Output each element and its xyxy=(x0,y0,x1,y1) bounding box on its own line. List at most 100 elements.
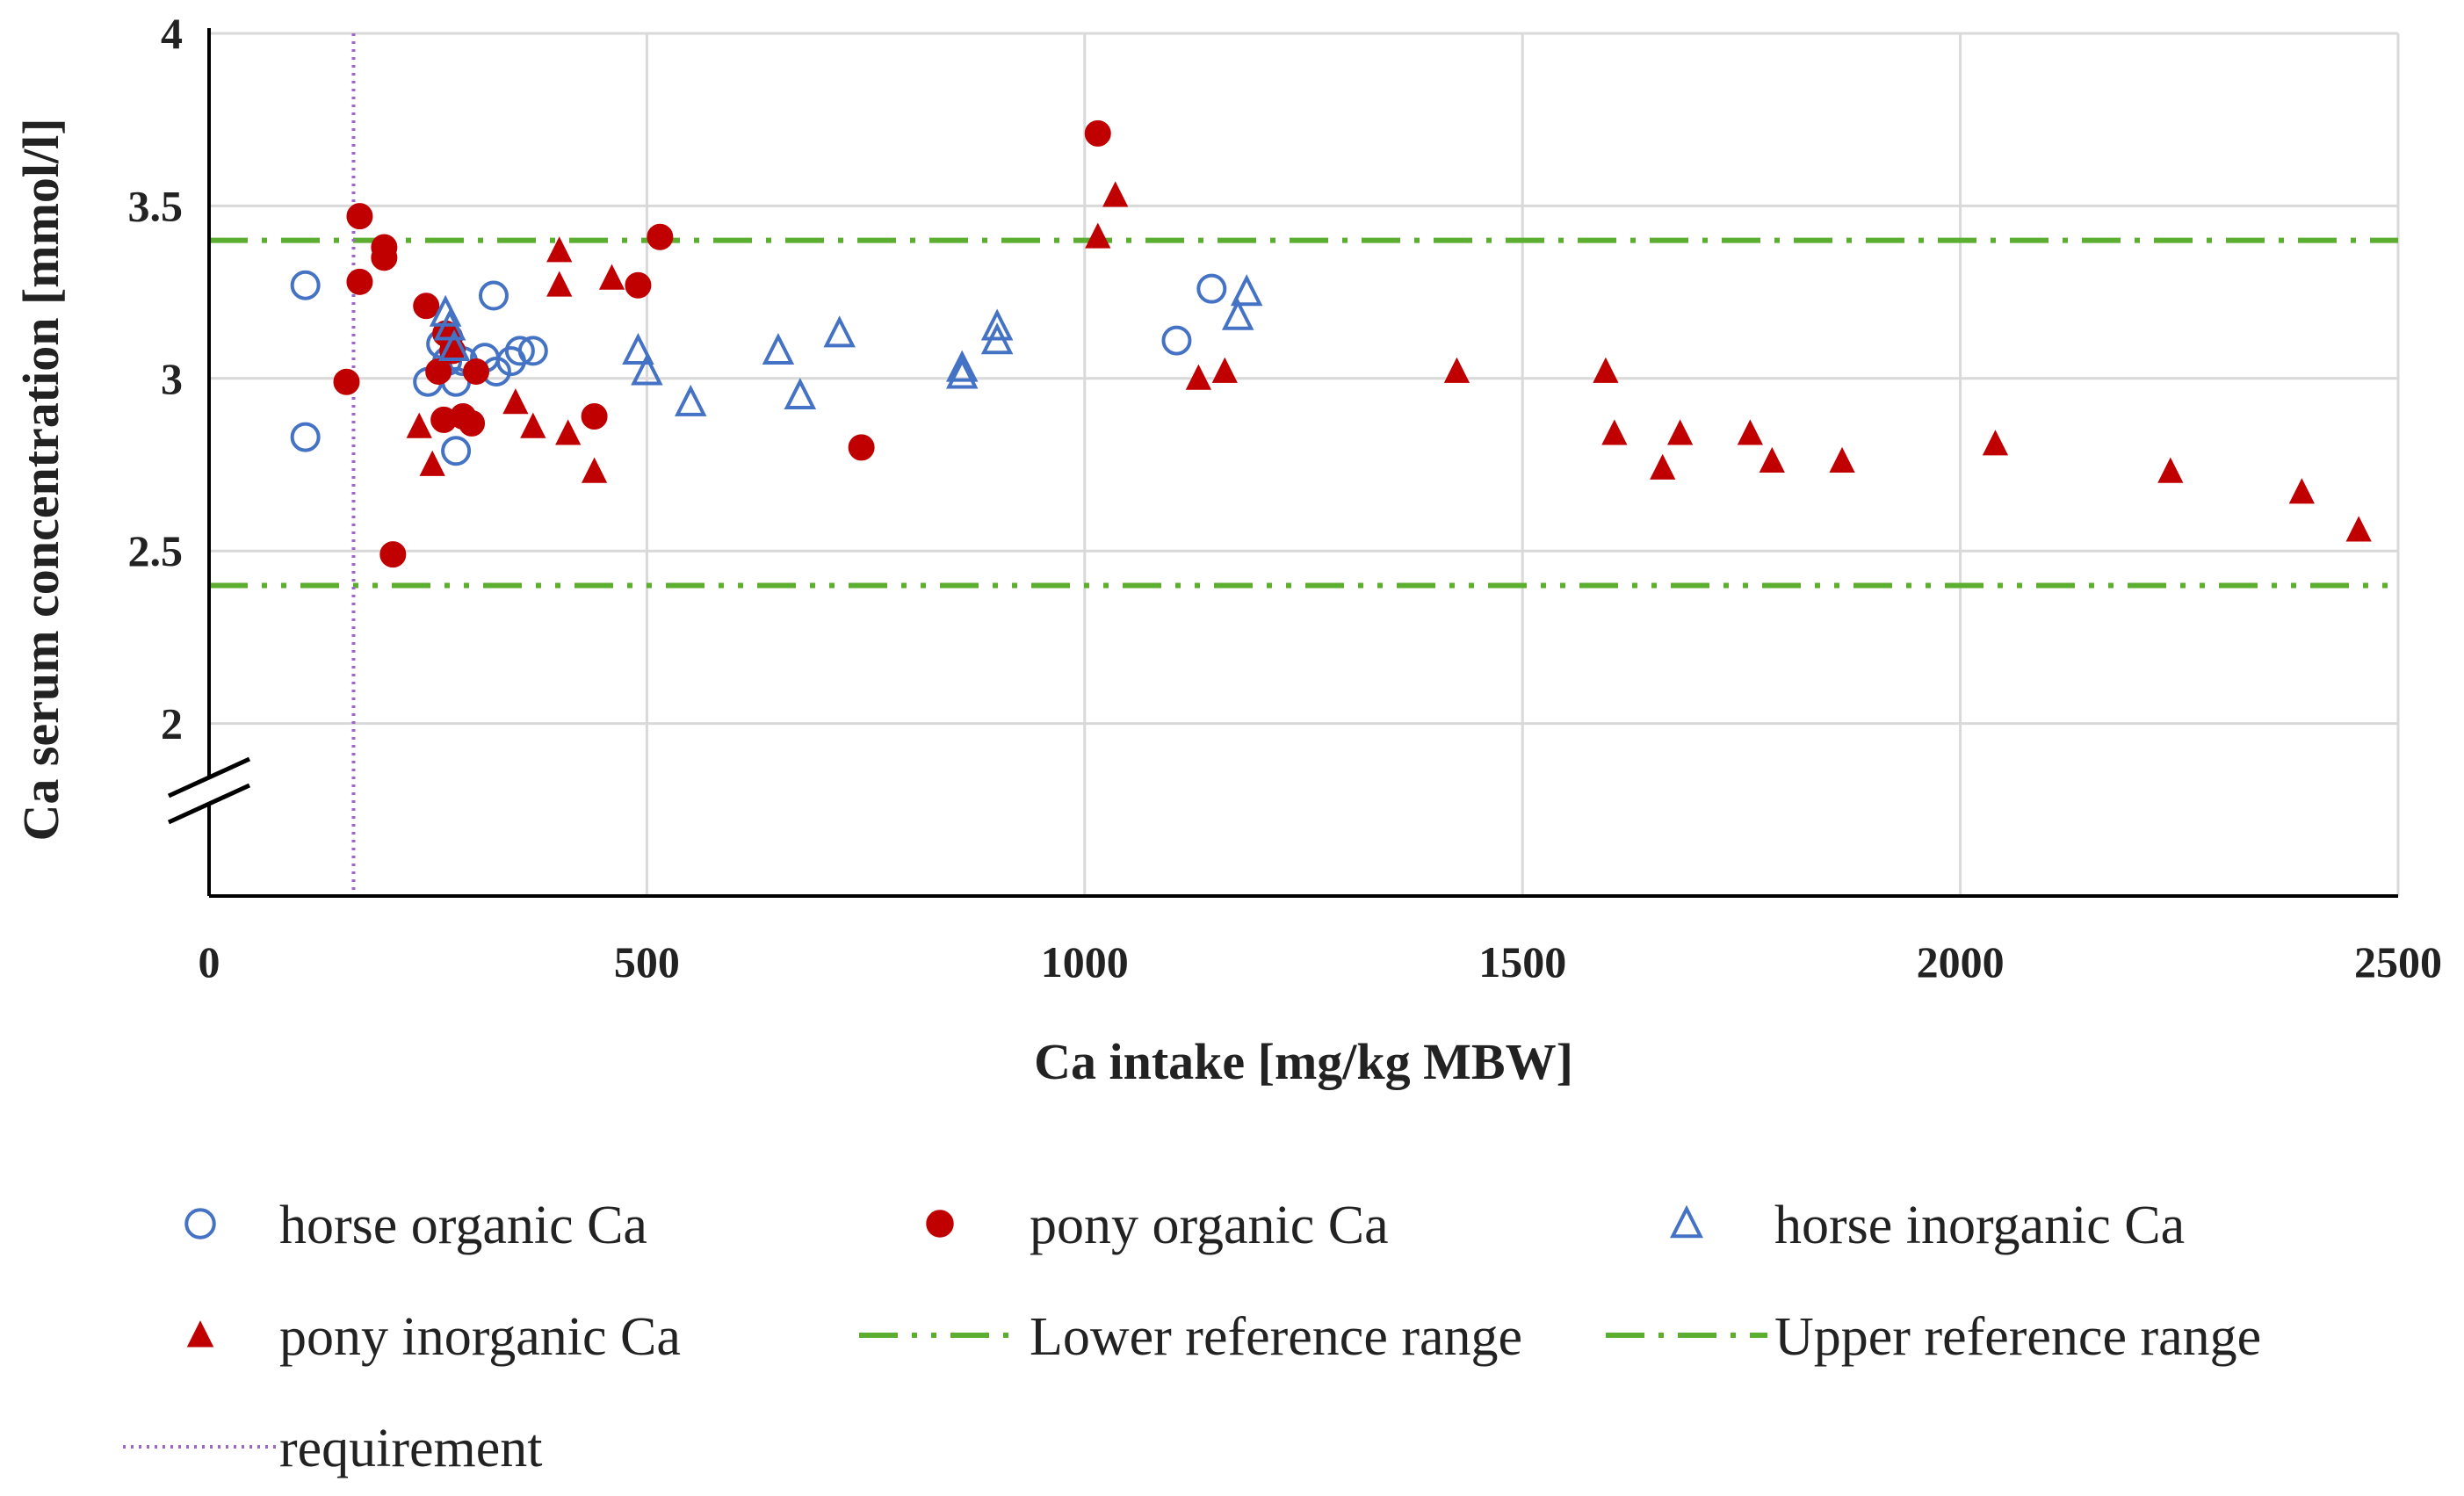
horse-inorganic-ca-point-11 xyxy=(980,308,1014,341)
pony-inorganic-ca-point-0 xyxy=(406,412,432,438)
horse-organic-ca-point-15 xyxy=(1196,273,1227,304)
pony-organic-ca-point-14 xyxy=(463,358,490,385)
horse-organic-ca-point-0 xyxy=(290,270,321,300)
pony-inorganic-ca-point-9 xyxy=(1085,222,1111,249)
legend-symbol-pony-inorganic-ca xyxy=(186,1320,214,1348)
pony-inorganic-ca-point-6 xyxy=(555,419,582,445)
pony-inorganic-ca-point-11 xyxy=(1185,364,1212,390)
horse-organic-ca-point-13 xyxy=(517,336,548,366)
pony-inorganic-ca-point-18 xyxy=(1737,419,1763,445)
horse-inorganic-ca-point-7 xyxy=(784,378,817,410)
pony-organic-ca-point-4 xyxy=(371,244,398,271)
pony-organic-ca-point-2 xyxy=(346,268,373,295)
horse-inorganic-ca-point-2 xyxy=(437,329,471,362)
pony-organic-ca-point-15 xyxy=(581,403,608,430)
horse-inorganic-ca-point-4 xyxy=(631,353,663,386)
pony-inorganic-ca-point-22 xyxy=(2157,457,2184,483)
legend-entry-upper-reference-range: Upper reference range xyxy=(1606,1307,2261,1367)
horse-inorganic-ca-point-13 xyxy=(1221,298,1254,330)
x-axis-title: Ca intake [mg/kg MBW] xyxy=(1034,1033,1573,1090)
pony-organic-ca-point-5 xyxy=(379,541,407,568)
x-tick-label-1500: 1500 xyxy=(1478,937,1566,986)
y-tick-label-3.5: 3.5 xyxy=(128,181,184,230)
pony-organic-ca-point-6 xyxy=(413,293,440,320)
horse-inorganic-ca-point-12 xyxy=(980,322,1014,355)
horse-organic-ca-point-14 xyxy=(1161,325,1192,356)
pony-inorganic-ca-point-1 xyxy=(419,450,445,476)
x-tick-label-2500: 2500 xyxy=(2354,937,2442,986)
legend-entry-requirement: requirement xyxy=(123,1419,543,1478)
pony-organic-ca-point-18 xyxy=(848,434,875,461)
pony-inorganic-ca-point-5 xyxy=(546,271,573,297)
horse-inorganic-ca-point-10 xyxy=(945,357,979,389)
pony-inorganic-ca-point-17 xyxy=(1667,419,1694,445)
horse-inorganic-ca-point-3 xyxy=(622,332,654,365)
pony-inorganic-ca-point-24 xyxy=(2345,516,2372,542)
pony-inorganic-ca-point-13 xyxy=(1443,357,1470,383)
pony-organic-ca-point-16 xyxy=(625,271,652,299)
legend-entry-horse-inorganic-ca: horse inorganic Ca xyxy=(1669,1196,2185,1255)
y-tick-label-2.5: 2.5 xyxy=(128,526,184,575)
horse-organic-ca-point-6 xyxy=(441,436,472,466)
tick-labels: 0 500 1000 1500 2000 2500 2 2.5 3 3.5 4 xyxy=(128,9,2443,986)
pony-organic-ca-point-7 xyxy=(425,358,452,385)
y-axis-title: Ca serum concentration [mmol/l] xyxy=(12,118,69,841)
pony-inorganic-ca-point-21 xyxy=(1982,430,2009,456)
y-tick-label-4: 4 xyxy=(161,9,183,58)
pony-inorganic-ca-point-2 xyxy=(502,388,529,415)
horse-organic-ca-point-12 xyxy=(504,336,535,366)
legend-symbol-horse-organic-ca xyxy=(184,1208,216,1239)
horse-organic-ca-point-9 xyxy=(478,280,509,311)
data-points xyxy=(290,119,2372,568)
y-tick-label-3: 3 xyxy=(161,354,183,403)
legend-label-upper-reference-range: Upper reference range xyxy=(1774,1307,2261,1367)
pony-organic-ca-point-1 xyxy=(346,203,373,230)
pony-inorganic-ca-point-20 xyxy=(1829,446,1855,473)
legend-entry-pony-organic-ca: pony organic Ca xyxy=(926,1196,1389,1255)
horse-inorganic-ca-point-8 xyxy=(823,315,856,348)
pony-inorganic-ca-point-3 xyxy=(520,412,546,438)
horse-inorganic-ca-point-14 xyxy=(1230,274,1263,307)
legend-entry-horse-organic-ca: horse organic Ca xyxy=(184,1196,647,1255)
pony-inorganic-ca-point-15 xyxy=(1601,419,1628,445)
legend-label-horse-inorganic-ca: horse inorganic Ca xyxy=(1774,1196,2185,1255)
horse-inorganic-ca-point-9 xyxy=(945,350,979,382)
grid-layer xyxy=(209,32,2400,896)
pony-organic-ca-point-13 xyxy=(459,409,486,437)
x-tick-label-2000: 2000 xyxy=(1917,937,2005,986)
axis-break-slash-lower xyxy=(167,783,251,825)
y-tick-label-2: 2 xyxy=(161,699,183,748)
legend-label-horse-organic-ca: horse organic Ca xyxy=(279,1196,647,1255)
legend-label-lower-reference-range: Lower reference range xyxy=(1030,1307,1522,1367)
pony-inorganic-ca-point-19 xyxy=(1759,446,1785,473)
pony-inorganic-ca-point-14 xyxy=(1593,357,1619,383)
reference-lines xyxy=(209,33,2398,898)
pony-inorganic-ca-point-8 xyxy=(598,264,625,290)
legend-symbol-pony-organic-ca xyxy=(926,1210,954,1238)
horse-organic-ca-point-1 xyxy=(290,422,321,452)
horse-inorganic-ca-point-5 xyxy=(674,384,707,416)
horse-inorganic-ca-point-6 xyxy=(762,332,795,365)
pony-organic-ca-point-17 xyxy=(647,223,674,250)
pony-inorganic-ca-point-12 xyxy=(1211,357,1238,383)
pony-inorganic-ca-point-23 xyxy=(2288,478,2315,504)
x-tick-label-500: 500 xyxy=(614,937,680,986)
pony-inorganic-ca-point-10 xyxy=(1102,181,1129,207)
legend-label-pony-organic-ca: pony organic Ca xyxy=(1030,1196,1389,1255)
legend-symbol-horse-inorganic-ca xyxy=(1669,1204,1704,1239)
axis-break-marker xyxy=(167,756,251,825)
legend-entry-pony-inorganic-ca: pony inorganic Ca xyxy=(186,1307,681,1367)
legend-entry-lower-reference-range: Lower reference range xyxy=(859,1307,1522,1367)
x-tick-label-1000: 1000 xyxy=(1041,937,1129,986)
legend-label-requirement: requirement xyxy=(279,1419,543,1478)
pony-organic-ca-point-0 xyxy=(333,368,360,395)
series-pony-inorganic-ca xyxy=(406,181,2372,542)
pony-inorganic-ca-point-4 xyxy=(546,236,573,263)
axes xyxy=(167,28,2398,898)
x-tick-label-0: 0 xyxy=(199,937,220,986)
legend: horse organic Ca pony organic Ca horse ino… xyxy=(123,1196,2261,1478)
legend-label-pony-inorganic-ca: pony inorganic Ca xyxy=(279,1307,681,1367)
pony-inorganic-ca-point-7 xyxy=(581,457,608,483)
